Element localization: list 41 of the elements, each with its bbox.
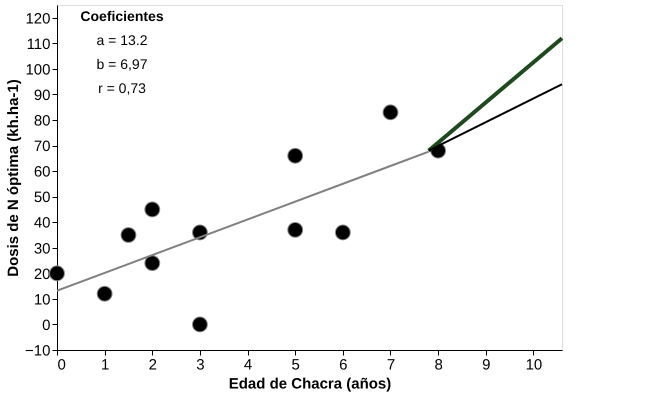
x-tick-label: 7 <box>386 356 396 374</box>
x-tick-label: 3 <box>196 356 205 374</box>
y-tick-label: 80 <box>34 112 50 130</box>
point <box>120 227 136 243</box>
x-axis-title: Edad de Chacra (años) <box>228 376 392 392</box>
x-tick-label: 10 <box>526 356 542 374</box>
y-tick-label: 20 <box>34 266 50 283</box>
x-tick-label: 1 <box>100 356 110 374</box>
y-tick-label: 90 <box>34 86 50 104</box>
x-tick-label: 0 <box>58 356 66 374</box>
y-tick-label: 120 <box>25 10 50 28</box>
point <box>334 224 351 240</box>
y-tick-label: 70 <box>34 138 50 156</box>
x-tick-label: 5 <box>292 356 300 374</box>
point <box>287 148 304 164</box>
x-tick-label: 2 <box>148 356 157 374</box>
y-tick-label: −10 <box>25 342 50 360</box>
x-tick-label: 4 <box>244 356 252 374</box>
point <box>96 286 113 302</box>
annotation: r = 0,73 <box>98 80 146 96</box>
y-tick-label: 60 <box>34 164 50 181</box>
point <box>382 104 398 120</box>
y-tick-label: 10 <box>34 291 50 308</box>
y-tick-label: 100 <box>25 61 50 78</box>
point <box>49 265 65 282</box>
point <box>287 222 304 238</box>
x-tick-label: 8 <box>434 356 443 374</box>
point <box>144 202 160 218</box>
y-tick-label: 50 <box>34 189 50 206</box>
x-tick-label: 6 <box>339 356 348 374</box>
y-tick-label: 30 <box>34 240 50 258</box>
x-tick-label: 9 <box>482 356 490 374</box>
annotation: b = 6,97 <box>96 56 148 72</box>
y-tick-label: 0 <box>42 316 50 334</box>
y-axis-title: Dosis de N óptima (kh.ha-1) <box>5 79 22 277</box>
point <box>192 316 208 332</box>
annotation: Coeficientes <box>80 8 164 24</box>
point <box>144 255 160 272</box>
annotation: a = 13.2 <box>96 32 148 48</box>
y-tick-label: 110 <box>26 36 50 53</box>
y-tick-label: 40 <box>34 214 50 232</box>
